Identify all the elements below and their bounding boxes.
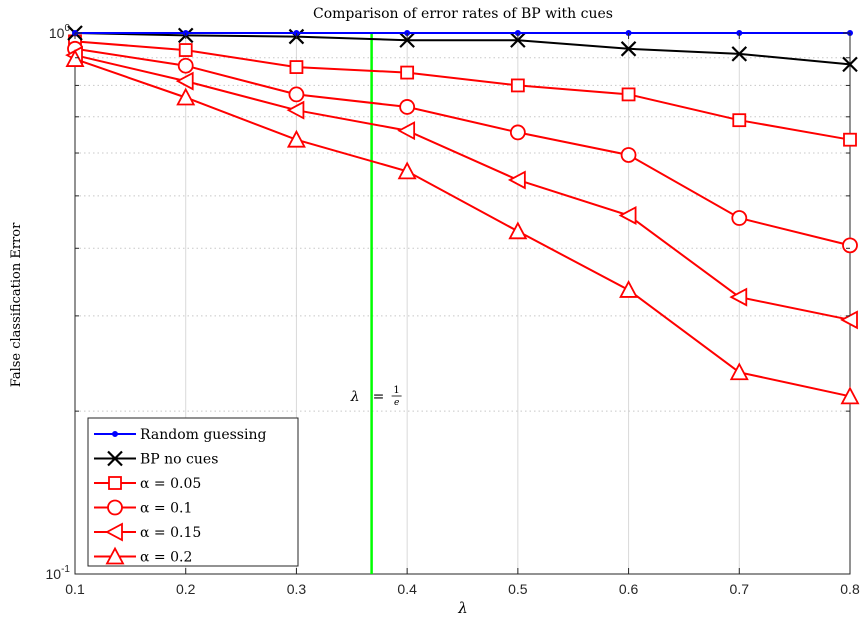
data-point	[620, 147, 637, 163]
chart-title: Comparison of error rates of BP with cue…	[313, 6, 613, 22]
x-tick-label: 0.5	[508, 581, 528, 597]
legend-entry: α = 0.05	[94, 476, 201, 492]
x-marker-stroke	[510, 32, 526, 48]
data-point	[509, 124, 526, 141]
x-tick-label: 0.2	[176, 581, 196, 597]
legend-marker	[105, 546, 125, 565]
x-marker-stroke	[399, 32, 415, 48]
series-line	[74, 40, 851, 141]
series-line	[74, 54, 851, 321]
legend-box	[87, 417, 299, 567]
data-point	[731, 210, 748, 226]
legend-label: α = 0.05	[140, 476, 201, 492]
legend-label: α = 0.15	[140, 525, 201, 541]
legend-label: α = 0.1	[140, 501, 192, 517]
legend-label: α = 0.2	[140, 550, 192, 566]
series-line	[74, 58, 851, 398]
lambda-annotation-label: λ	[350, 389, 360, 405]
data-point	[176, 87, 196, 106]
lambda-annotation-numerator: 1	[393, 385, 399, 396]
series-line	[74, 47, 851, 247]
legend-marker	[105, 522, 123, 542]
data-point	[286, 129, 306, 148]
x-axis-label: λ	[457, 599, 468, 617]
data-point	[399, 99, 416, 115]
data-point	[400, 65, 415, 80]
y-tick-label: 100	[49, 23, 71, 41]
legend-marker	[107, 450, 123, 467]
x-tick-label: 0.1	[65, 581, 85, 597]
data-point	[732, 113, 747, 128]
data-point	[842, 56, 858, 73]
legend-entry: α = 0.2	[94, 546, 192, 566]
y-tick-exponent: -1	[61, 564, 70, 575]
data-point	[842, 237, 858, 254]
data-point	[729, 287, 748, 307]
x-tick-label: 0.3	[287, 581, 307, 597]
data-point	[65, 49, 85, 67]
legend-marker	[108, 476, 122, 490]
y-tick-label: 10-1	[46, 564, 71, 582]
series-circle	[67, 40, 858, 254]
legend-label: BP no cues	[140, 452, 218, 468]
data-point	[729, 362, 749, 381]
data-point	[399, 32, 415, 48]
legend-marker	[112, 431, 118, 437]
data-point	[618, 205, 637, 225]
data-point	[731, 46, 748, 62]
legend-label: Random guessing	[140, 427, 266, 443]
legend-entry: BP no cues	[94, 450, 218, 468]
data-point	[510, 78, 525, 93]
data-point	[840, 386, 860, 405]
data-point	[177, 57, 194, 74]
legend-entry: α = 0.15	[94, 522, 201, 542]
data-point	[175, 71, 194, 91]
x-marker-stroke	[620, 41, 637, 57]
data-point	[621, 87, 636, 102]
legend-entry: α = 0.1	[94, 499, 192, 517]
y-tick-base: 10	[46, 566, 62, 582]
data-point	[397, 121, 416, 141]
x-marker-stroke	[842, 56, 858, 73]
lambda-annotation-text: λ	[350, 389, 360, 405]
data-point	[178, 43, 193, 57]
series-line	[74, 32, 851, 66]
legend-entry: Random guessing	[94, 427, 266, 443]
data-point	[843, 132, 857, 147]
x-tick-label: 0.6	[619, 581, 639, 597]
data-point	[508, 221, 528, 240]
legend: Random guessing BP no cues α = 0.05 α = 0.1…	[87, 417, 299, 567]
y-tick-base: 10	[49, 25, 65, 41]
data-point	[510, 32, 526, 48]
y-axis-label: False classification Error	[9, 222, 24, 387]
data-point	[397, 161, 417, 180]
legend-marker	[107, 499, 123, 516]
x-tick-label: 0.4	[397, 581, 417, 597]
x-tick-label: 0.7	[730, 581, 750, 597]
data-point	[620, 41, 637, 57]
data-point	[288, 86, 305, 103]
x-tick-label: 0.8	[840, 581, 860, 597]
data-point	[619, 280, 639, 298]
data-point	[507, 170, 526, 190]
series-triangle-up	[65, 49, 860, 405]
lambda-annotation-denominator: e	[394, 398, 399, 408]
y-tick-exponent: 0	[64, 23, 70, 34]
series-layer	[65, 25, 860, 405]
x-marker-stroke	[731, 46, 748, 62]
data-point	[289, 60, 304, 74]
lambda-annotation-equals: =	[373, 389, 385, 405]
x-marker-stroke	[107, 450, 123, 467]
data-point	[286, 100, 305, 120]
series-triangle-left	[65, 45, 858, 330]
